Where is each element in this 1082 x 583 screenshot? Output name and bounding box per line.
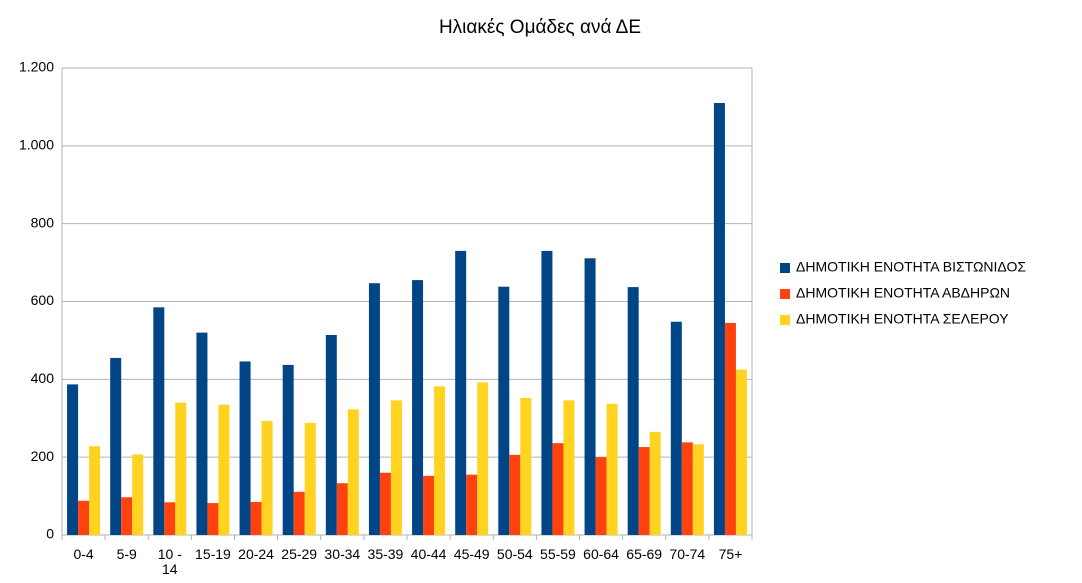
bar <box>434 386 446 535</box>
bar <box>390 400 402 535</box>
legend-swatch <box>780 289 790 299</box>
bar <box>282 364 294 535</box>
bar <box>649 431 661 535</box>
bar <box>713 103 725 536</box>
y-tick-label: 600 <box>31 292 55 308</box>
x-tick-label: 20-24 <box>238 546 274 562</box>
bar <box>584 258 596 535</box>
bar <box>509 454 521 535</box>
bar <box>735 369 747 535</box>
bar <box>196 332 208 535</box>
legend-label: ΔΗΜΟΤΙΚΗ ΕΝΟΤΗΤΑ ΑΒΔΗΡΩΝ <box>796 285 1010 301</box>
legend-label: ΔΗΜΟΤΙΚΗ ΕΝΟΤΗΤΑ ΣΕΛΕΡΟΥ <box>796 311 1009 327</box>
x-tick-label: 30-34 <box>324 546 361 562</box>
bar <box>606 403 618 535</box>
chart-title: Ηλιακές Ομάδες ανά ΔΕ <box>439 17 641 38</box>
bar <box>261 420 273 535</box>
bar <box>477 382 489 535</box>
x-tick-label: 70-74 <box>669 546 706 562</box>
legend-swatch <box>780 315 790 325</box>
bar <box>681 442 693 535</box>
bar <box>250 501 262 535</box>
bar <box>207 503 219 535</box>
bar <box>423 475 435 535</box>
bar <box>670 321 682 535</box>
bar <box>239 361 251 535</box>
x-tick-label: 55-59 <box>540 546 576 562</box>
bar <box>520 398 532 535</box>
bar <box>67 384 79 535</box>
x-tick-label: 45-49 <box>453 546 490 562</box>
x-tick-label: 35-39 <box>367 546 404 562</box>
x-tick-label: 60-64 <box>583 546 619 562</box>
bar <box>466 474 478 535</box>
bar <box>379 472 391 535</box>
bar <box>218 404 230 535</box>
legend-swatch <box>780 263 790 273</box>
bar <box>412 280 424 535</box>
bar <box>153 307 165 535</box>
y-tick-label: 200 <box>31 448 55 464</box>
bar <box>164 502 176 535</box>
bar <box>627 287 639 535</box>
bar <box>724 322 736 535</box>
bar <box>89 446 101 535</box>
bar <box>541 250 553 536</box>
bar <box>368 283 380 535</box>
bar <box>132 454 144 535</box>
bar <box>638 447 650 535</box>
y-tick-label: 1.200 <box>19 59 54 75</box>
bar <box>455 250 467 536</box>
bar <box>121 497 133 535</box>
y-tick-label: 400 <box>31 370 55 386</box>
bar <box>325 334 337 535</box>
y-tick-label: 1.000 <box>19 137 54 153</box>
bar <box>595 457 607 535</box>
bar <box>175 402 187 535</box>
bar <box>347 409 359 535</box>
bar <box>293 491 305 535</box>
x-tick-label: 75+ <box>718 546 743 562</box>
bar <box>110 357 122 535</box>
x-tick-label: 0-4 <box>73 546 94 562</box>
bar <box>552 443 564 535</box>
x-tick-label: 65-69 <box>626 546 663 562</box>
x-tick-label: 40-44 <box>410 546 447 562</box>
x-tick-label: 5-9 <box>116 546 137 562</box>
x-tick-label: 25-29 <box>281 546 318 562</box>
x-tick-label: 10 - 14 <box>157 546 182 577</box>
x-tick-label: 15-19 <box>195 546 231 562</box>
y-tick-label: 0 <box>46 526 54 542</box>
bar <box>336 483 348 535</box>
bar <box>498 286 510 535</box>
bar <box>563 400 575 535</box>
y-tick-label: 800 <box>31 214 55 230</box>
legend-label: ΔΗΜΟΤΙΚΗ ΕΝΟΤΗΤΑ ΒΙΣΤΩΝΙΔΟΣ <box>796 259 1026 275</box>
bar <box>304 422 316 535</box>
x-tick-label: 50-54 <box>496 546 533 562</box>
bar <box>692 444 704 535</box>
bar <box>78 500 90 535</box>
